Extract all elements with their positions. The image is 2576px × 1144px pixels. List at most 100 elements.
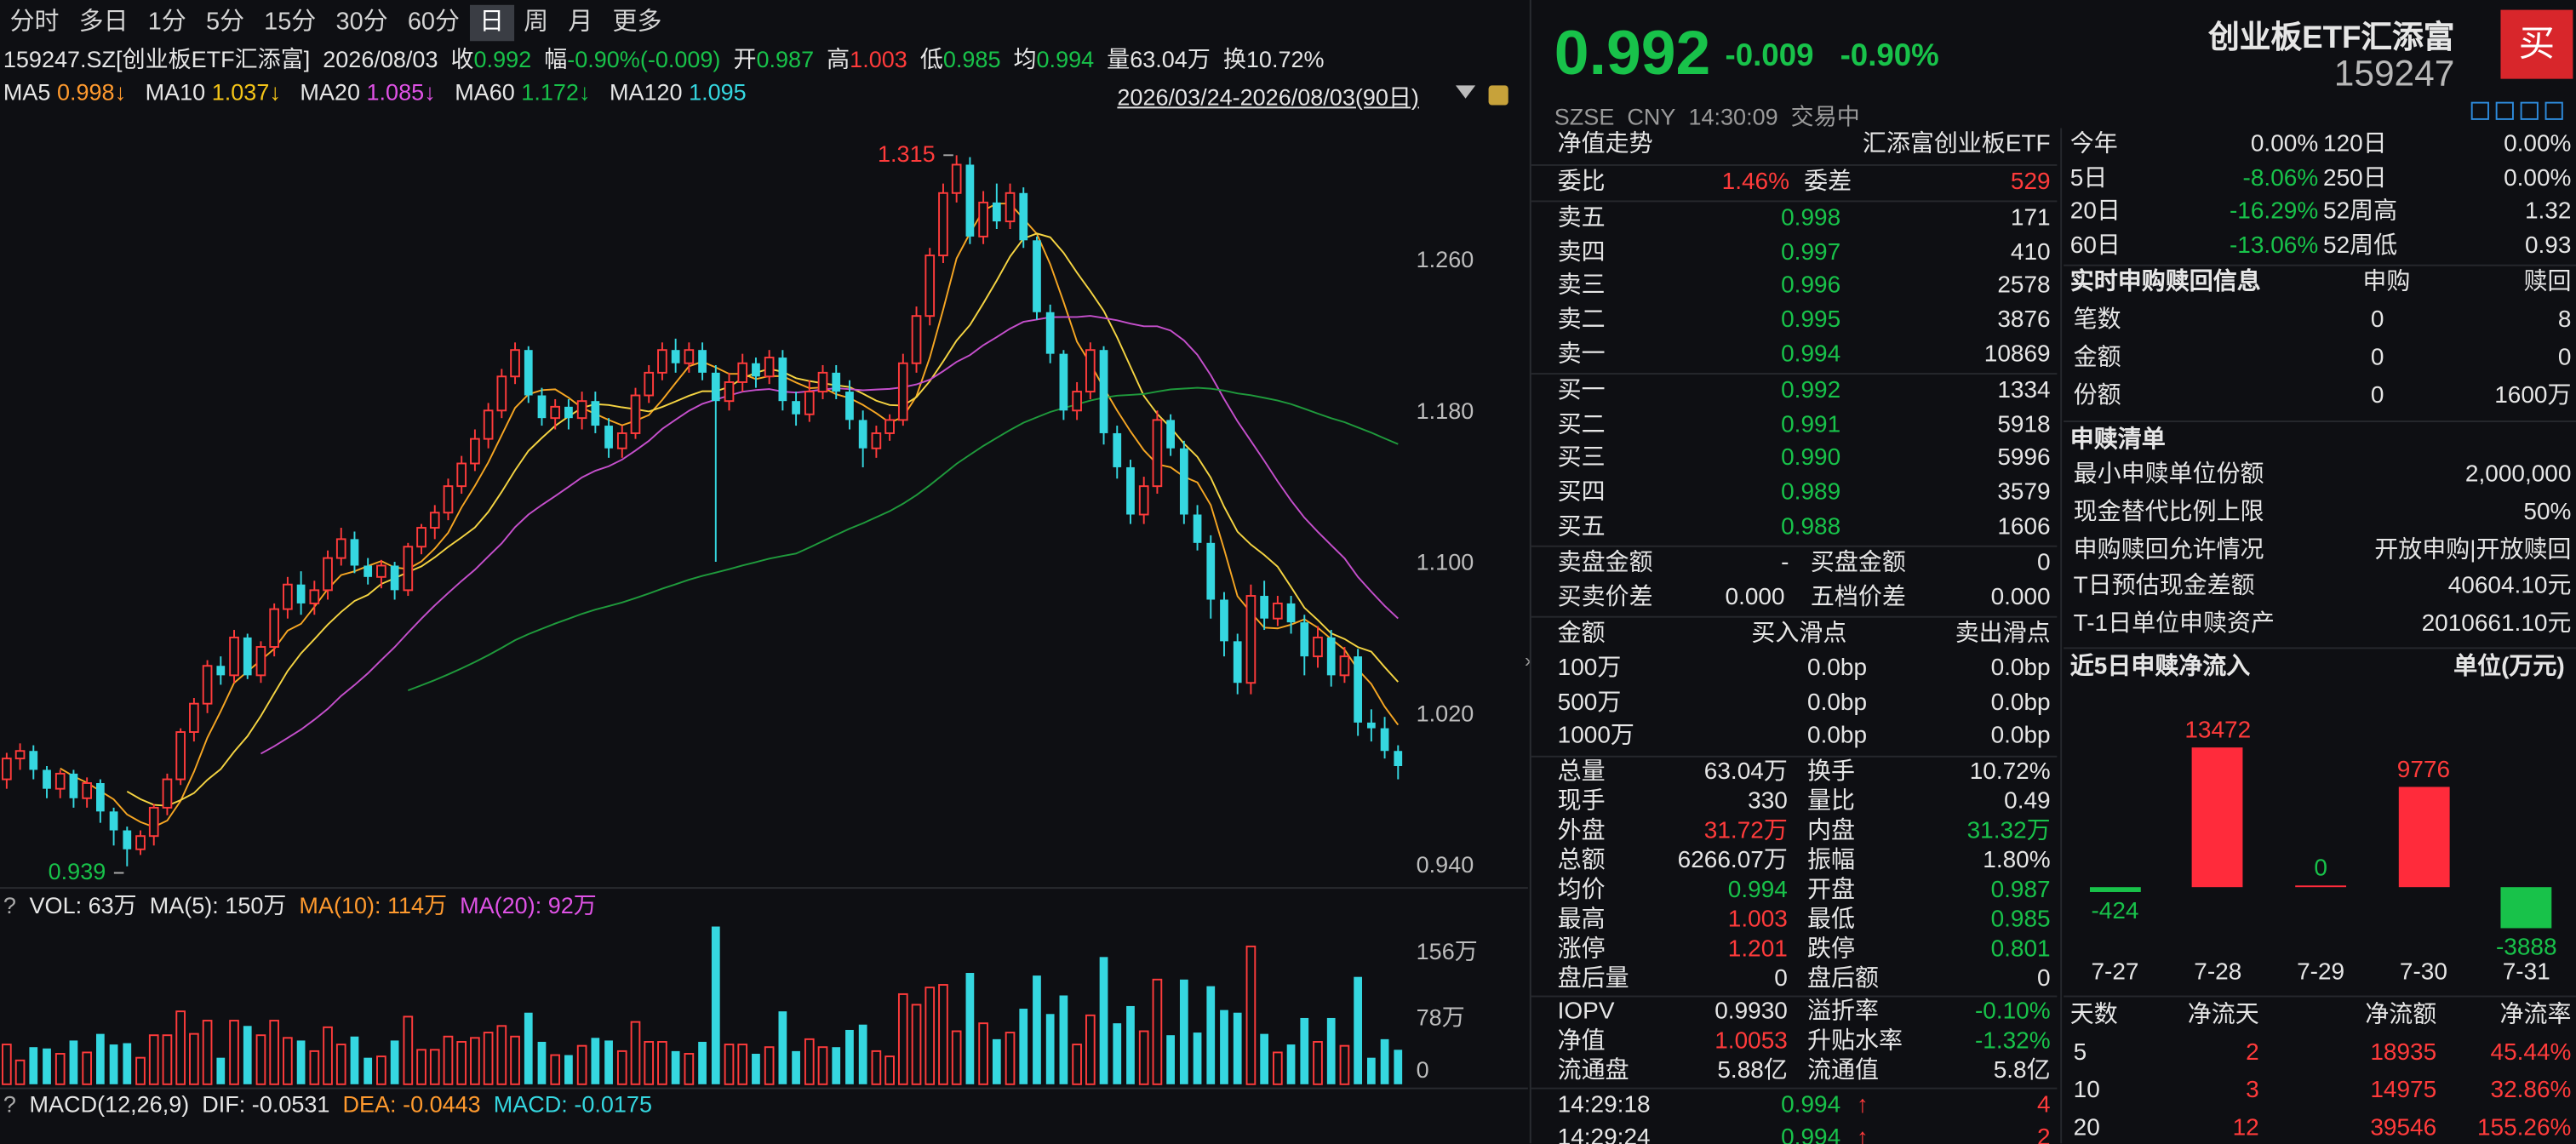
candlestick-chart[interactable]: 1.260 1.180 1.100 1.020 0.940 1.315 0.939 (0, 112, 1528, 887)
stat-row: 总额 6266.07万 振幅 1.80% (1531, 846, 2058, 876)
perf-value: 0.00% (2504, 165, 2572, 192)
stat-value: 10.72% (1969, 758, 2051, 786)
volume-bar (965, 973, 975, 1084)
volume-bar (296, 1040, 306, 1084)
quote-time: 14:30:09 (1688, 103, 1778, 130)
volume-bar (1059, 995, 1068, 1084)
security-code: 159247 (2333, 52, 2455, 94)
candle (832, 364, 841, 399)
date-label: 2026/08/03 (323, 46, 438, 72)
subscribe-col1: 申购 (2362, 270, 2411, 297)
candle (1354, 649, 1363, 736)
candle (29, 745, 38, 780)
ma60-line (407, 386, 1399, 692)
period-tab-4[interactable]: 15分 (264, 8, 317, 37)
net-flow-day: 7-27 (2091, 959, 2139, 987)
net-flow-header: 近5日申赎净流入 单位(万元) (2064, 651, 2576, 684)
flow-table-row: 20 12 39546 155.26% (2064, 1113, 2576, 1144)
period-tab-7[interactable]: 日 (469, 4, 514, 42)
spread-label: 买卖价差 (1557, 584, 1653, 611)
candle (1005, 183, 1016, 229)
lock-icon[interactable] (1488, 85, 1508, 106)
help-icon[interactable]: ? (3, 1090, 16, 1118)
etf-info-column: 今年 0.00% 120日 0.00% 5日 -8.06% 250日 0.00% 20日 -16.… (2064, 129, 2576, 1144)
volume-chart[interactable]: 156万 78万 0 (0, 920, 1528, 1088)
candle (657, 342, 667, 380)
slippage-col-amount: 金额 (1557, 621, 1606, 649)
stat-value: 1.201 (1727, 935, 1788, 963)
stat-label: 总量 (1557, 758, 1606, 786)
nav-trend-row: 净值走势 汇添富创业板ETF (1531, 129, 2058, 162)
stat-label: 总额 (1557, 847, 1606, 874)
period-tab-0[interactable]: 分时 (9, 8, 60, 37)
sell-amt-label: 卖盘金额 (1557, 550, 1653, 577)
candle (792, 392, 800, 426)
volume-bar (1193, 1032, 1202, 1084)
perf-label: 120日 (2323, 131, 2387, 158)
period-tab-6[interactable]: 60分 (407, 8, 460, 37)
y-tick-label: 1.020 (1417, 701, 1474, 726)
redeem-value: 8 (2557, 307, 2572, 335)
period-tab-10[interactable]: 更多 (612, 8, 662, 37)
volume-bar (2, 1044, 12, 1085)
volume-bar (483, 1032, 494, 1085)
section-divider (1531, 546, 2058, 548)
redeem-value: 0 (2557, 346, 2572, 372)
bid-volume: 3579 (1997, 479, 2051, 506)
add-icon[interactable] (2545, 101, 2563, 120)
sell-amt-value: - (1781, 550, 1789, 577)
range-dropdown-icon[interactable] (1455, 85, 1476, 99)
ratio-value: 1.46% (1721, 169, 1790, 195)
volume-bar (698, 1041, 707, 1084)
open-label: 开 (733, 46, 757, 72)
volume-bar (644, 1041, 655, 1085)
candle (255, 641, 266, 684)
exchange-line: SZSE CNY 14:30:09 交易中 (1554, 100, 1860, 134)
period-tab-2[interactable]: 1分 (147, 8, 186, 37)
candle (510, 342, 520, 385)
period-tab-3[interactable]: 5分 (205, 8, 245, 37)
candle (148, 804, 159, 846)
candle (443, 478, 454, 521)
slippage-buy: 0.0bp (1807, 689, 1868, 716)
volume-bar (817, 1046, 828, 1085)
date-range-selector[interactable]: 2026/03/24-2026/08/03(90日) (1117, 83, 1419, 111)
window-icon[interactable] (2495, 101, 2514, 120)
bid-volume: 5918 (1997, 412, 2051, 438)
buy-button[interactable]: 买 (2500, 9, 2573, 79)
candle (416, 523, 426, 555)
candle (550, 398, 561, 430)
ask-volume: 10869 (1984, 340, 2051, 368)
period-tab-5[interactable]: 30分 (335, 8, 388, 37)
bid-volume: 5996 (1997, 445, 2051, 472)
ask-price: 0.997 (1781, 239, 1841, 266)
help-icon[interactable]: ? (3, 891, 16, 918)
net-flow-day: 7-30 (2399, 959, 2447, 987)
edit-icon[interactable] (2470, 101, 2489, 120)
perf-label: 52周高 (2323, 198, 2398, 226)
redemption-value: 2010661.10元 (2421, 610, 2572, 638)
candle (1138, 477, 1149, 524)
volume-bar (1005, 1032, 1016, 1085)
ask-label: 卖五 (1557, 205, 1606, 232)
volume-bar (1113, 1023, 1122, 1084)
candle (616, 426, 627, 458)
subscribe-value: 0 (2370, 307, 2384, 335)
flow-col-net-amt: 净流额 (2365, 1003, 2437, 1029)
candle (1339, 647, 1350, 684)
period-tab-8[interactable]: 周 (524, 8, 549, 37)
tick-price: 0.994 (1781, 1124, 1841, 1144)
candle (858, 410, 867, 467)
period-tab-9[interactable]: 月 (568, 8, 593, 37)
volume-bar (189, 1032, 199, 1085)
y-tick-label: 1.260 (1417, 247, 1474, 272)
ma20-value: 1.085↓ (366, 78, 436, 106)
period-tab-1[interactable]: 多日 (78, 8, 129, 37)
candle (724, 372, 735, 411)
expand-icon[interactable] (2520, 101, 2539, 120)
stat-value: -1.32% (1974, 1027, 2051, 1055)
redemption-label: 申购赎回允许情况 (2073, 536, 2264, 563)
stat-label: 盘后量 (1557, 965, 1629, 992)
net-flow-bar (2089, 887, 2141, 893)
flow-col-net-days: 净流天 (2187, 1003, 2259, 1029)
